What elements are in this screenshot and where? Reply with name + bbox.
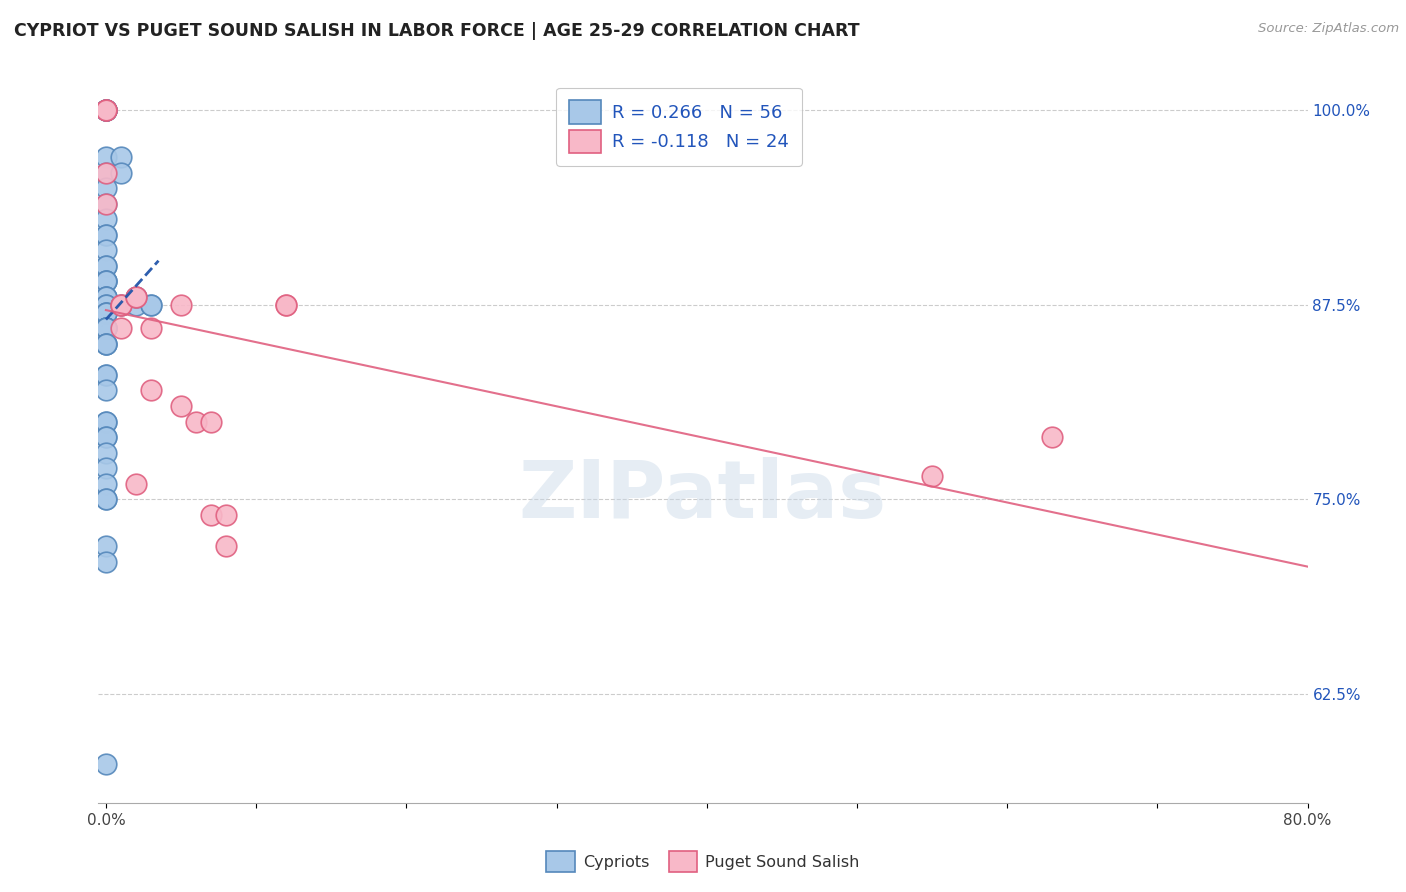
Point — [94, 196, 117, 211]
Point — [139, 298, 162, 312]
Point — [170, 399, 193, 413]
Point — [94, 196, 117, 211]
Point — [94, 492, 117, 507]
Point — [94, 430, 117, 444]
Point — [94, 415, 117, 429]
Point — [94, 476, 117, 491]
Point — [94, 103, 117, 118]
Point — [125, 290, 148, 304]
Point — [94, 103, 117, 118]
Point — [94, 259, 117, 273]
Point — [94, 181, 117, 195]
Legend: R = 0.266   N = 56, R = -0.118   N = 24: R = 0.266 N = 56, R = -0.118 N = 24 — [557, 87, 801, 166]
Point — [110, 298, 132, 312]
Point — [94, 227, 117, 242]
Point — [94, 384, 117, 398]
Point — [94, 165, 117, 179]
Point — [94, 103, 117, 118]
Point — [94, 103, 117, 118]
Point — [139, 298, 162, 312]
Point — [94, 305, 117, 319]
Point — [139, 384, 162, 398]
Point — [94, 244, 117, 258]
Point — [110, 298, 132, 312]
Point — [110, 150, 132, 164]
Point — [94, 290, 117, 304]
Point — [94, 227, 117, 242]
Point — [276, 298, 298, 312]
Point — [94, 150, 117, 164]
Point — [184, 415, 207, 429]
Point — [94, 321, 117, 335]
Point — [94, 336, 117, 351]
Text: CYPRIOT VS PUGET SOUND SALISH IN LABOR FORCE | AGE 25-29 CORRELATION CHART: CYPRIOT VS PUGET SOUND SALISH IN LABOR F… — [14, 22, 859, 40]
Point — [94, 298, 117, 312]
Point — [94, 368, 117, 382]
Point — [94, 259, 117, 273]
Point — [94, 305, 117, 319]
Point — [94, 305, 117, 319]
Point — [94, 368, 117, 382]
Point — [125, 298, 148, 312]
Point — [94, 461, 117, 475]
Point — [94, 275, 117, 289]
Point — [215, 539, 238, 553]
Point — [94, 103, 117, 118]
Point — [125, 290, 148, 304]
Point — [170, 298, 193, 312]
Point — [94, 321, 117, 335]
Point — [94, 275, 117, 289]
Point — [110, 298, 132, 312]
Point — [94, 103, 117, 118]
Point — [94, 212, 117, 227]
Point — [94, 290, 117, 304]
Point — [94, 555, 117, 569]
Point — [94, 165, 117, 179]
Point — [94, 415, 117, 429]
Legend: Cypriots, Puget Sound Salish: Cypriots, Puget Sound Salish — [538, 843, 868, 880]
Point — [200, 508, 222, 522]
Text: Source: ZipAtlas.com: Source: ZipAtlas.com — [1258, 22, 1399, 36]
Point — [94, 336, 117, 351]
Point — [215, 508, 238, 522]
Point — [94, 430, 117, 444]
Point — [1040, 430, 1063, 444]
Point — [110, 165, 132, 179]
Point — [94, 103, 117, 118]
Point — [921, 469, 943, 483]
Point — [125, 476, 148, 491]
Point — [94, 321, 117, 335]
Point — [94, 321, 117, 335]
Point — [94, 539, 117, 553]
Point — [276, 298, 298, 312]
Point — [94, 321, 117, 335]
Point — [94, 756, 117, 771]
Point — [94, 290, 117, 304]
Point — [94, 103, 117, 118]
Point — [94, 492, 117, 507]
Point — [94, 275, 117, 289]
Point — [139, 321, 162, 335]
Point — [94, 445, 117, 459]
Point — [110, 321, 132, 335]
Point — [94, 336, 117, 351]
Point — [125, 290, 148, 304]
Text: ZIPatlas: ZIPatlas — [519, 457, 887, 534]
Point — [94, 298, 117, 312]
Point — [200, 415, 222, 429]
